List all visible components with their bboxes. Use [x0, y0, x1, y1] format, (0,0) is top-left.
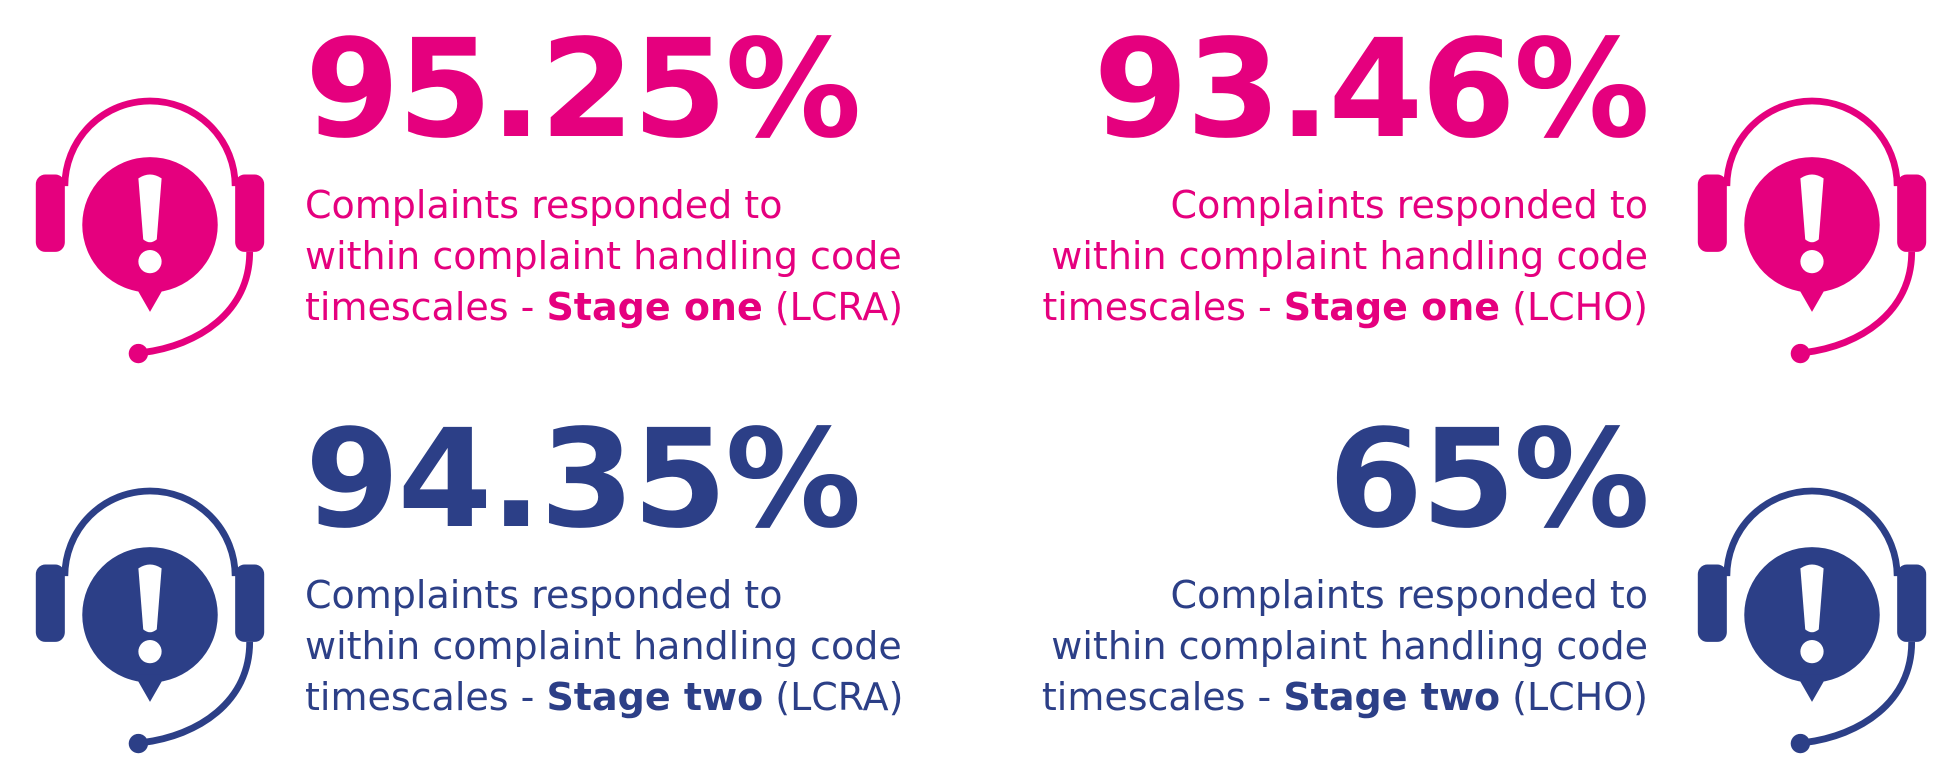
desc-line-1: Complaints responded to — [1170, 573, 1648, 617]
desc-line-1: Complaints responded to — [305, 183, 783, 227]
desc-line-2: within complaint handling code — [305, 624, 902, 668]
stat-text-block: 65% Complaints responded to within compl… — [948, 401, 1650, 723]
desc-line-3-pre: timescales - — [305, 675, 547, 719]
stage-label: Stage two — [546, 675, 764, 719]
desc-line-3-pre: timescales - — [305, 285, 547, 329]
desc-line-1: Complaints responded to — [305, 573, 783, 617]
stat-description: Complaints responded to within complaint… — [948, 180, 1648, 333]
desc-line-2: within complaint handling code — [1051, 624, 1648, 668]
stat-description: Complaints responded to within complaint… — [305, 570, 1005, 723]
stat-value: 93.46% — [1093, 11, 1650, 169]
stat-value: 95.25% — [305, 11, 861, 169]
desc-line-1: Complaints responded to — [1170, 183, 1648, 227]
headset-alert-icon — [1672, 460, 1952, 760]
desc-line-3-pre: timescales - — [1041, 675, 1284, 719]
stat-description: Complaints responded to within complaint… — [948, 570, 1648, 723]
stat-text-block: 94.35% Complaints responded to within co… — [305, 412, 1005, 723]
desc-line-2: within complaint handling code — [1051, 234, 1648, 278]
stage-label: Stage two — [1283, 675, 1501, 719]
stat-text-block: 93.46% Complaints responded to within co… — [948, 11, 1650, 333]
org-label: (LCHO) — [1500, 285, 1648, 329]
stage-label: Stage one — [546, 285, 763, 329]
stage-label: Stage one — [1283, 285, 1501, 329]
stat-value: 65% — [1328, 401, 1650, 559]
org-label: (LCHO) — [1500, 675, 1648, 719]
headset-alert-icon — [1672, 70, 1952, 370]
org-label: (LCRA) — [762, 285, 904, 329]
stat-text-block: 95.25% Complaints responded to within co… — [305, 22, 1005, 333]
headset-alert-icon — [10, 70, 290, 370]
stat-description: Complaints responded to within complaint… — [305, 180, 1005, 333]
desc-line-3-pre: timescales - — [1042, 285, 1284, 329]
headset-alert-icon — [10, 460, 290, 760]
stat-value: 94.35% — [305, 401, 861, 559]
org-label: (LCRA) — [763, 675, 904, 719]
desc-line-2: within complaint handling code — [305, 234, 902, 278]
